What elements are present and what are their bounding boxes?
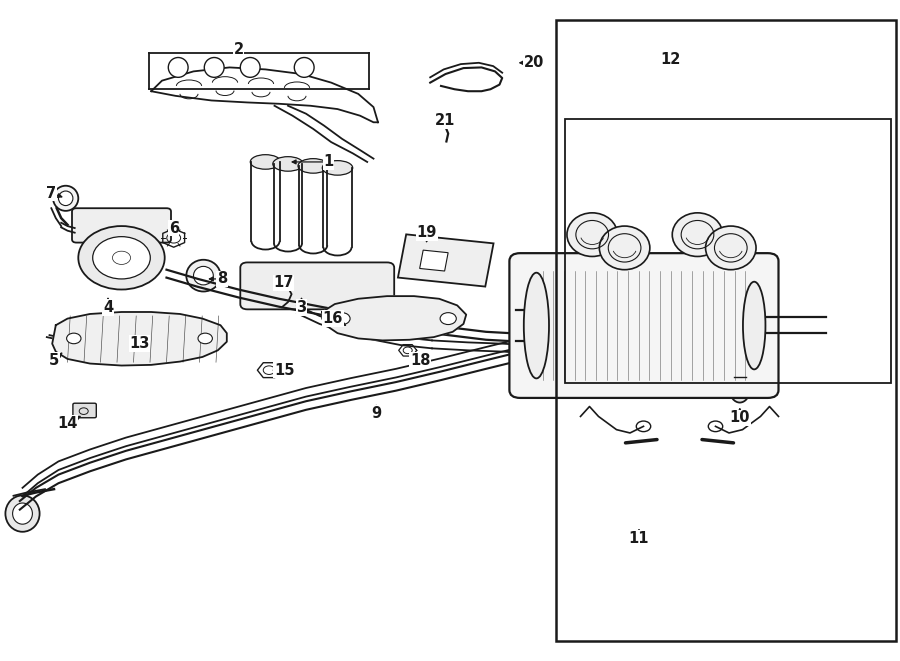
Text: 6: 6 [168, 221, 179, 235]
Circle shape [78, 226, 165, 290]
Text: 18: 18 [410, 353, 430, 368]
Text: 1: 1 [323, 155, 334, 169]
Bar [398, 235, 493, 287]
Ellipse shape [58, 191, 73, 206]
Ellipse shape [13, 503, 32, 524]
Ellipse shape [250, 155, 281, 169]
Text: 4: 4 [103, 300, 113, 315]
Ellipse shape [742, 282, 765, 369]
Ellipse shape [567, 213, 617, 256]
Text: 5: 5 [49, 353, 59, 368]
Text: 12: 12 [661, 52, 680, 67]
Ellipse shape [730, 377, 750, 403]
Text: 15: 15 [274, 363, 294, 377]
Ellipse shape [53, 186, 78, 211]
Ellipse shape [294, 58, 314, 77]
Ellipse shape [204, 58, 224, 77]
Ellipse shape [186, 260, 220, 292]
Ellipse shape [240, 58, 260, 77]
Text: 2: 2 [233, 42, 244, 57]
Text: 7: 7 [46, 186, 57, 200]
Text: 16: 16 [323, 311, 343, 326]
Bar [556, 20, 896, 641]
Circle shape [198, 333, 212, 344]
Ellipse shape [322, 161, 353, 175]
Text: 21: 21 [436, 113, 455, 128]
Polygon shape [322, 296, 466, 340]
Circle shape [67, 333, 81, 344]
FancyBboxPatch shape [240, 262, 394, 309]
Ellipse shape [5, 496, 40, 531]
Text: 20: 20 [524, 56, 544, 70]
Circle shape [93, 237, 150, 279]
Text: 14: 14 [58, 416, 77, 430]
Text: 13: 13 [130, 336, 149, 351]
Text: 17: 17 [274, 276, 293, 290]
Ellipse shape [599, 226, 650, 270]
Polygon shape [52, 312, 227, 366]
Text: 3: 3 [296, 300, 307, 315]
Bar [439, 120, 453, 127]
Ellipse shape [672, 213, 723, 256]
Text: 19: 19 [417, 225, 436, 240]
Text: 10: 10 [730, 410, 750, 425]
Text: 11: 11 [629, 531, 649, 546]
Circle shape [334, 313, 350, 325]
Ellipse shape [524, 273, 549, 378]
Ellipse shape [706, 226, 756, 270]
FancyBboxPatch shape [73, 403, 96, 418]
Ellipse shape [298, 159, 328, 173]
FancyBboxPatch shape [72, 208, 171, 243]
Bar [565, 119, 891, 383]
Ellipse shape [168, 58, 188, 77]
Ellipse shape [194, 266, 213, 285]
FancyBboxPatch shape [509, 253, 778, 398]
Text: 9: 9 [371, 406, 382, 420]
Ellipse shape [273, 157, 303, 171]
Text: 8: 8 [217, 272, 228, 286]
Circle shape [440, 313, 456, 325]
Bar [419, 250, 448, 271]
